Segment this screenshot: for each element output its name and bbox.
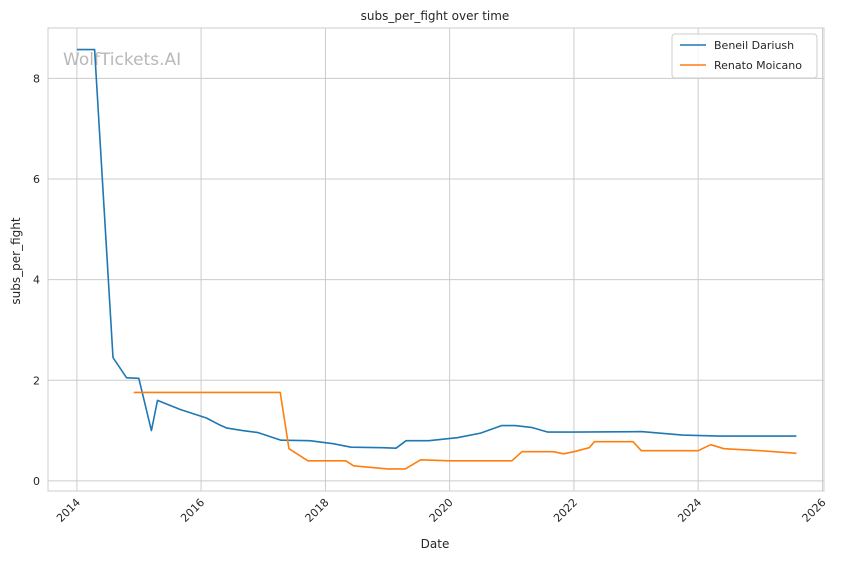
y-tick-label: 0 [33, 475, 40, 488]
legend-box [671, 33, 818, 79]
legend-label-renato-moicano: Renato Moicano [714, 59, 802, 72]
x-tick-label: 2024 [675, 496, 704, 525]
y-tick-label: 4 [33, 274, 40, 287]
y-axis-ticks: 0 2 4 6 8 [33, 72, 40, 488]
grid [48, 28, 824, 491]
x-axis-label: Date [421, 537, 450, 551]
y-axis-label: subs_per_fight [9, 217, 23, 304]
legend: Beneil Dariush Renato Moicano [671, 33, 818, 79]
x-tick-label: 2014 [54, 496, 83, 525]
y-tick-label: 6 [33, 173, 40, 186]
watermark: WolfTickets.AI [63, 50, 181, 70]
chart-title: subs_per_fight over time [361, 9, 510, 23]
series-lines [76, 48, 797, 470]
plot-frame [47, 27, 825, 492]
series-line-beneil-dariush [76, 48, 797, 450]
legend-label-beneil-dariush: Beneil Dariush [714, 39, 794, 52]
x-tick-label: 2018 [303, 496, 332, 525]
y-tick-label: 8 [33, 72, 40, 85]
x-tick-label: 2016 [178, 496, 207, 525]
x-axis-ticks: 2014 2016 2018 2020 2022 2024 2026 [54, 496, 829, 525]
series-line-renato-moicano [133, 391, 797, 470]
x-tick-label: 2026 [800, 496, 829, 525]
x-tick-label: 2022 [551, 496, 580, 525]
y-tick-label: 2 [33, 374, 40, 387]
x-tick-label: 2020 [427, 496, 456, 525]
